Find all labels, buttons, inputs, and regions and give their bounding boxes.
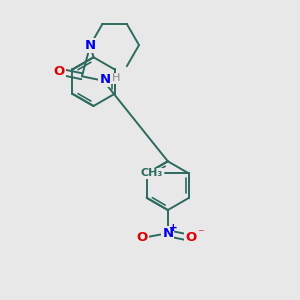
- Text: +: +: [169, 223, 178, 233]
- Text: ⁻: ⁻: [197, 228, 204, 241]
- Text: CH₃: CH₃: [141, 169, 163, 178]
- Text: O: O: [185, 231, 196, 244]
- Text: N: N: [85, 39, 96, 52]
- Text: H: H: [112, 74, 120, 83]
- Text: N: N: [99, 73, 110, 86]
- Text: O: O: [53, 65, 65, 78]
- Text: N: N: [162, 227, 173, 240]
- Text: O: O: [136, 231, 148, 244]
